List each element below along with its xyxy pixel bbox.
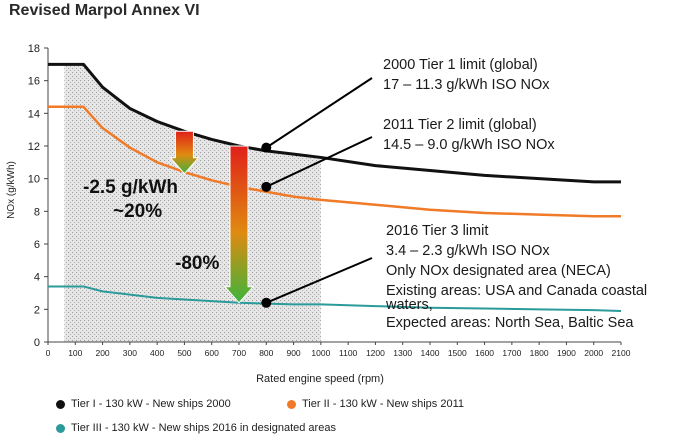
tier3-title: 2016 Tier 3 limit — [386, 223, 489, 239]
y-axis-label: NOx (g/kWh) — [6, 161, 17, 219]
x-tick-label: 0 — [46, 348, 51, 358]
y-tick-label: 4 — [34, 272, 40, 284]
tier3-area: Only NOx designated area (NECA) — [386, 263, 611, 279]
y-tick-label: 6 — [34, 239, 40, 251]
tier2-annotation: 2011 Tier 2 limit (global) 14.5 – 9.0 g/… — [383, 115, 555, 155]
reduction-arrow-2 — [223, 145, 255, 304]
x-tick-label: 1200 — [366, 348, 385, 358]
x-tick-label: 1300 — [393, 348, 412, 358]
x-tick-label: 1800 — [530, 348, 549, 358]
x-tick-label: 1900 — [557, 348, 576, 358]
chart-title: Revised Marpol Annex VI — [9, 2, 200, 19]
marker-tier3 — [261, 297, 272, 308]
y-tick-label: 18 — [28, 43, 40, 55]
tier1-annotation: 2000 Tier 1 limit (global) 17 – 11.3 g/k… — [383, 55, 550, 95]
x-tick-label: 700 — [232, 348, 246, 358]
x-tick-label: 100 — [68, 348, 82, 358]
y-tick-label: 12 — [28, 141, 40, 153]
tier2-title: 2011 Tier 2 limit (global) — [383, 117, 537, 133]
tier3-waters: waters, — [386, 297, 433, 313]
reduction-arrow-1 — [169, 130, 200, 175]
tier3-annotation: 2016 Tier 3 limit 3.4 – 2.3 g/kWh ISO NO… — [386, 221, 647, 333]
x-tick-label: 500 — [177, 348, 191, 358]
x-tick-label: 1400 — [421, 348, 440, 358]
x-tick-label: 1100 — [339, 348, 358, 358]
x-tick-label: 1700 — [502, 348, 521, 358]
x-tick-label: 400 — [150, 348, 164, 358]
x-tick-label: 800 — [259, 348, 273, 358]
tier3-expected: Expected areas: North Sea, Baltic Sea — [386, 315, 634, 331]
marker-tier1 — [261, 142, 272, 153]
y-tick-label: 8 — [34, 206, 40, 218]
x-tick-label: 2100 — [612, 348, 631, 358]
tier1-title: 2000 Tier 1 limit (global) — [383, 57, 538, 73]
x-tick-label: 600 — [205, 348, 219, 358]
tier2-range: 14.5 – 9.0 g/kWh ISO NOx — [383, 137, 555, 153]
y-tick-label: 14 — [28, 108, 40, 120]
marker-tier2 — [261, 181, 272, 192]
x-tick-label: 900 — [286, 348, 300, 358]
leader-line-tier1 — [265, 77, 373, 149]
x-axis-label: Rated engine speed (rpm) — [256, 373, 384, 385]
tier1-range: 17 – 11.3 g/kWh ISO NOx — [383, 77, 550, 93]
x-tick-label: 2000 — [584, 348, 603, 358]
x-tick-label: 1600 — [475, 348, 494, 358]
x-tick-label: 200 — [95, 348, 109, 358]
y-tick-label: 2 — [34, 304, 40, 316]
leader-line-tier3 — [265, 257, 373, 304]
shaded-region — [64, 64, 321, 342]
y-tick-label: 0 — [34, 337, 40, 349]
reduction-label-g: -2.5 g/kWh — [83, 177, 179, 198]
y-tick-label: 10 — [28, 174, 40, 186]
x-tick-label: 1500 — [448, 348, 467, 358]
y-tick-label: 16 — [28, 76, 40, 88]
tier3-existing: Existing areas: USA and Canada coastal — [386, 283, 648, 299]
reduction-label-pct: ~20% — [113, 201, 163, 222]
tier3-range: 3.4 – 2.3 g/kWh ISO NOx — [386, 243, 550, 259]
leader-line-tier2 — [265, 136, 373, 188]
x-tick-label: 300 — [123, 348, 137, 358]
x-tick-label: 1000 — [311, 348, 330, 358]
reduction-label-80: -80% — [175, 253, 220, 274]
